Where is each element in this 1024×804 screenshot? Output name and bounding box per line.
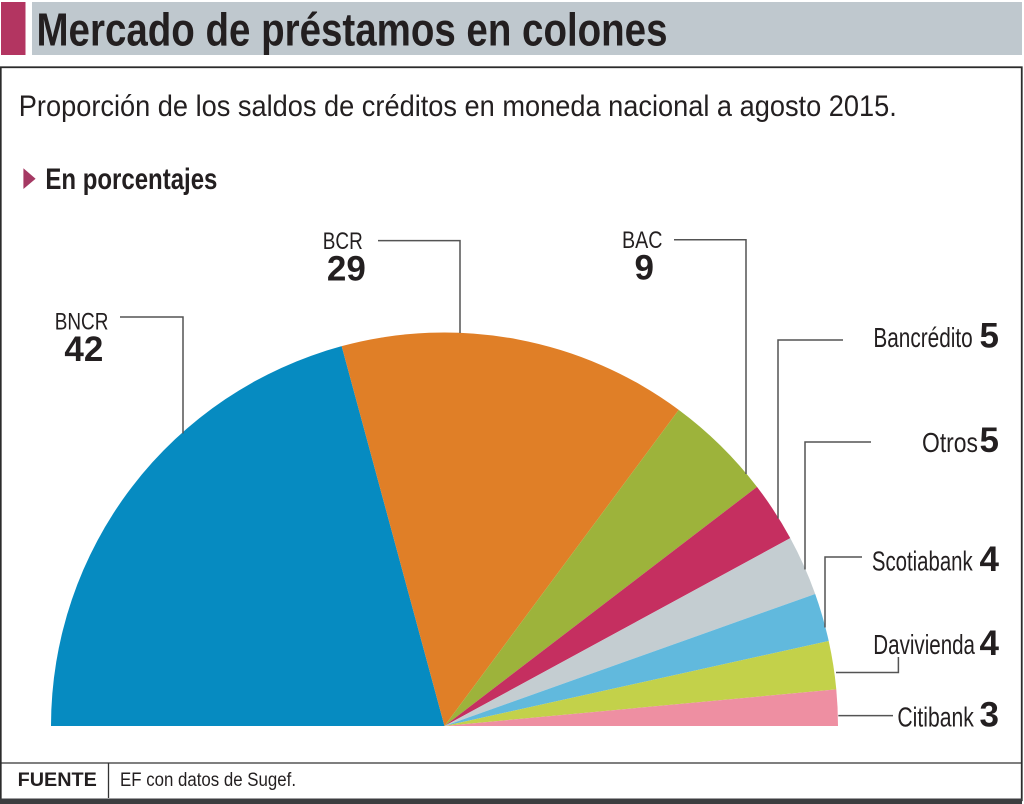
svg-text:4: 4 bbox=[980, 540, 1000, 579]
svg-text:BCR: BCR bbox=[323, 228, 363, 255]
svg-text:Scotiabank: Scotiabank bbox=[872, 546, 973, 577]
svg-text:BNCR: BNCR bbox=[55, 309, 109, 336]
svg-text:42: 42 bbox=[64, 330, 103, 369]
svg-text:29: 29 bbox=[327, 250, 366, 289]
svg-text:3: 3 bbox=[980, 696, 999, 735]
svg-text:Citibank: Citibank bbox=[897, 702, 974, 733]
svg-text:FUENTE: FUENTE bbox=[18, 770, 97, 791]
svg-text:5: 5 bbox=[980, 421, 999, 460]
svg-text:Otros: Otros bbox=[922, 427, 978, 458]
svg-text:EF con datos de Sugef.: EF con datos de Sugef. bbox=[120, 770, 296, 791]
svg-text:BAC: BAC bbox=[622, 227, 663, 254]
svg-text:4: 4 bbox=[980, 624, 1000, 663]
svg-text:9: 9 bbox=[635, 248, 654, 287]
svg-text:Mercado de préstamos en colone: Mercado de préstamos en colones bbox=[37, 4, 668, 56]
svg-text:Davivienda: Davivienda bbox=[873, 629, 975, 660]
svg-text:En porcentajes: En porcentajes bbox=[45, 163, 217, 196]
svg-text:Proporción de los saldos de cr: Proporción de los saldos de créditos en … bbox=[19, 90, 897, 123]
svg-text:5: 5 bbox=[980, 316, 999, 355]
svg-text:Bancrédito: Bancrédito bbox=[873, 322, 972, 353]
